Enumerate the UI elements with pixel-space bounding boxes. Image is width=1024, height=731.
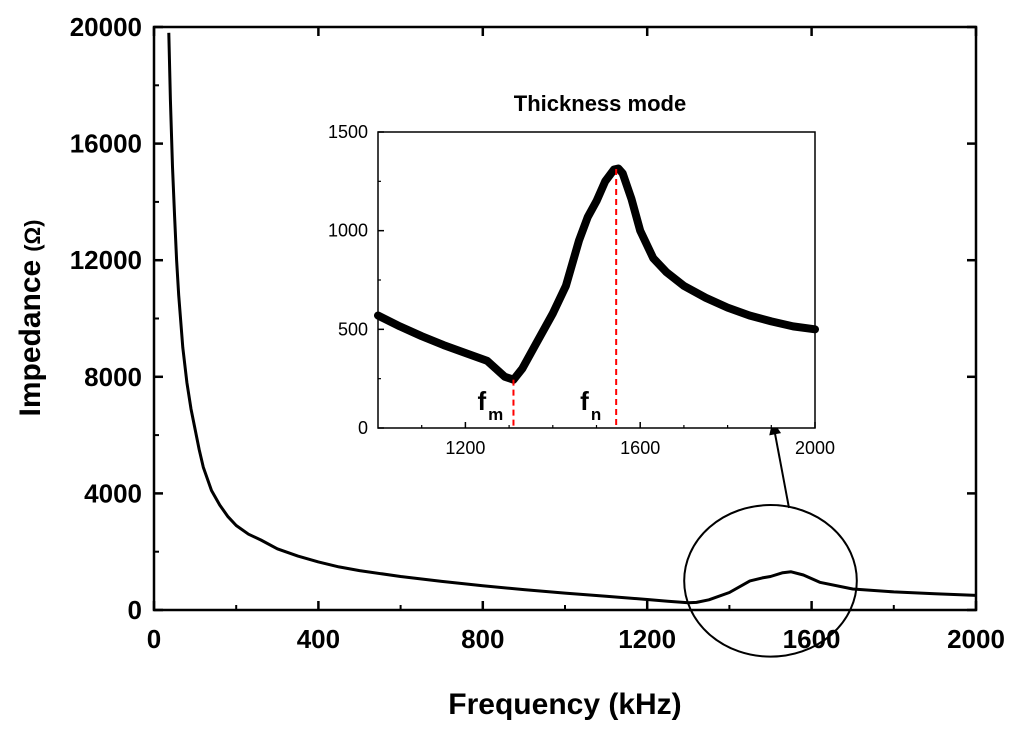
main-y-tick-label: 20000 (70, 12, 142, 42)
resonance-marker-subscript: m (488, 405, 503, 424)
inset-y-tick-label: 500 (338, 319, 368, 339)
inset-y-tick-label: 0 (358, 418, 368, 438)
main-x-tick-label: 2000 (947, 624, 1005, 654)
inset-x-tick-label: 2000 (795, 438, 835, 458)
inset-background (378, 132, 815, 428)
main-y-tick-label: 12000 (70, 245, 142, 275)
inset-x-tick-label: 1600 (620, 438, 660, 458)
x-axis-title: Frequency (kHz) (448, 688, 681, 721)
main-y-tick-label: 16000 (70, 129, 142, 159)
main-x-tick-label: 1200 (618, 624, 676, 654)
resonance-marker-letter: f (477, 386, 486, 416)
main-y-tick-label: 0 (128, 595, 142, 625)
main-x-tick-label: 400 (297, 624, 340, 654)
main-x-tick-label: 0 (147, 624, 161, 654)
main-x-tick-label: 800 (461, 624, 504, 654)
resonance-marker-letter: f (580, 386, 589, 416)
resonance-marker-subscript: n (591, 405, 601, 424)
inset-impedance-line (374, 164, 819, 384)
main-y-tick-label: 4000 (84, 478, 142, 508)
inset-y-tick-label: 1500 (328, 122, 368, 142)
main-y-tick-label: 8000 (84, 362, 142, 392)
inset-title: Thickness mode (514, 91, 686, 116)
inset-x-tick-label: 1200 (445, 438, 485, 458)
y-axis-title-unit: (Ω) (20, 219, 45, 251)
y-axis-title-prefix: Impedance (14, 260, 47, 417)
zoom-arrow-shaft (771, 420, 790, 509)
inset-y-tick-label: 1000 (328, 221, 368, 241)
zoom-ellipse (683, 504, 858, 658)
main-x-tick-label: 1600 (783, 624, 841, 654)
main-impedance-line (167, 32, 977, 605)
y-axis-title: Impedance (Ω) (14, 219, 47, 416)
